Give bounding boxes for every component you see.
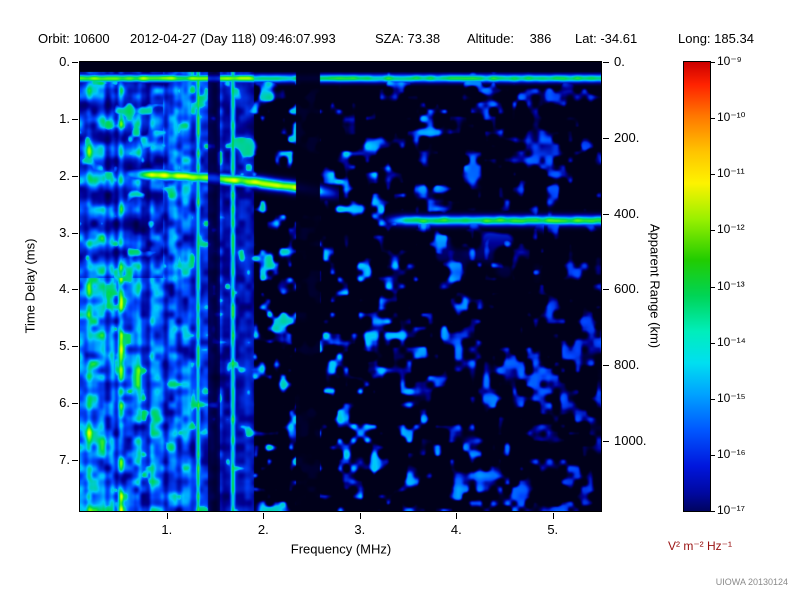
colorbar-tick — [711, 454, 715, 456]
datetime-value: 2012-04-27 (Day 118) 09:46:07.993 — [130, 31, 336, 46]
spectrogram-canvas — [80, 62, 601, 511]
lat-value: -34.61 — [600, 31, 638, 46]
y-tick-label: 3. — [59, 224, 70, 240]
sza-label: SZA: — [375, 31, 404, 46]
lat-label: Lat: — [575, 31, 597, 46]
range-axis-tick — [603, 440, 609, 442]
colorbar-tick-label: 10⁻¹¹ — [717, 166, 745, 181]
colorbar-units: V² m⁻² Hz⁻¹ — [668, 539, 732, 553]
y-tick-label: 1. — [59, 110, 70, 126]
orbit-label: Orbit: — [38, 31, 70, 46]
watermark: UIOWA 20130124 — [715, 577, 788, 587]
x-tick-label: 3. — [354, 522, 366, 537]
x-tick-label: 4. — [450, 522, 462, 537]
y-tick-label: 4. — [59, 281, 70, 297]
x-axis-tick — [456, 513, 458, 519]
colorbar-tick-label: 10⁻¹⁵ — [717, 390, 746, 405]
colorbar-tick — [711, 62, 715, 63]
colorbar-tick — [711, 118, 715, 120]
colorbar-tick — [711, 174, 715, 176]
y-axis-title-left: Time Delay (ms) — [22, 238, 38, 334]
altitude-label: Altitude: — [467, 31, 514, 46]
y-tick-label: 6. — [59, 395, 70, 410]
range-tick-label: 800. — [614, 357, 640, 373]
colorbar-tick — [711, 511, 715, 512]
long-label: Long: — [678, 31, 711, 46]
x-tick-label: 1. — [161, 522, 173, 537]
y-axis-tick — [72, 403, 78, 404]
range-tick-label: 0. — [614, 54, 625, 69]
header-sza: SZA: 73.38 — [375, 31, 440, 46]
header-long: Long: 185.34 — [678, 31, 754, 46]
sza-value: 73.38 — [407, 31, 441, 46]
y-axis-tick — [72, 346, 78, 348]
altitude-value: 386 — [529, 31, 552, 46]
x-axis-tick — [263, 513, 265, 519]
colorbar — [683, 61, 711, 512]
y-axis-tick — [72, 232, 78, 234]
y-axis-tick — [72, 289, 78, 291]
header-altitude: Altitude: 386 — [467, 31, 551, 46]
plot-frame — [79, 61, 602, 512]
range-axis-tick — [603, 365, 609, 367]
colorbar-tick — [711, 398, 715, 400]
x-axis-tick — [166, 513, 168, 519]
colorbar-tick — [711, 230, 715, 232]
orbit-value: 10600 — [73, 31, 110, 46]
y-axis-tick — [72, 118, 78, 120]
y-axis-tick — [72, 459, 78, 461]
colorbar-tick-label: 10⁻¹⁰ — [717, 110, 746, 125]
colorbar-tick-label: 10⁻¹⁴ — [717, 334, 746, 349]
range-tick-label: 600. — [614, 281, 640, 297]
y-tick-label: 0. — [59, 54, 70, 69]
colorbar-tick-label: 10⁻⁹ — [717, 54, 742, 68]
x-axis-tick — [552, 513, 554, 519]
header-datetime: 2012-04-27 (Day 118) 09:46:07.993 — [130, 31, 336, 46]
y-tick-label: 2. — [59, 167, 70, 183]
range-axis-tick — [603, 62, 609, 63]
range-axis-tick — [603, 289, 609, 291]
colorbar-tick — [711, 342, 715, 344]
colorbar-tick-label: 10⁻¹³ — [717, 278, 745, 293]
colorbar-tick-label: 10⁻¹⁶ — [717, 446, 746, 461]
range-tick-label: 400. — [614, 205, 640, 221]
y-tick-label: 7. — [59, 451, 70, 467]
colorbar-tick — [711, 286, 715, 288]
header-lat: Lat: -34.61 — [575, 31, 637, 46]
y-axis-title-right: Apparent Range (km) — [647, 223, 663, 349]
colorbar-tick-label: 10⁻¹⁷ — [717, 503, 746, 517]
range-tick-label: 200. — [614, 129, 640, 145]
x-axis-title: Frequency (MHz) — [290, 541, 392, 557]
x-axis-tick — [359, 513, 361, 519]
x-tick-label: 2. — [257, 522, 269, 537]
header-orbit: Orbit: 10600 — [38, 31, 110, 46]
range-tick-label: 1000. — [614, 432, 647, 448]
range-axis-tick — [603, 213, 609, 215]
y-axis-tick — [72, 175, 78, 177]
long-value: 185.34 — [714, 31, 754, 46]
y-tick-label: 5. — [59, 338, 70, 354]
x-tick-label: 5. — [547, 522, 559, 537]
y-axis-tick — [72, 62, 78, 63]
colorbar-tick-label: 10⁻¹² — [717, 222, 745, 237]
range-axis-tick — [603, 137, 609, 139]
